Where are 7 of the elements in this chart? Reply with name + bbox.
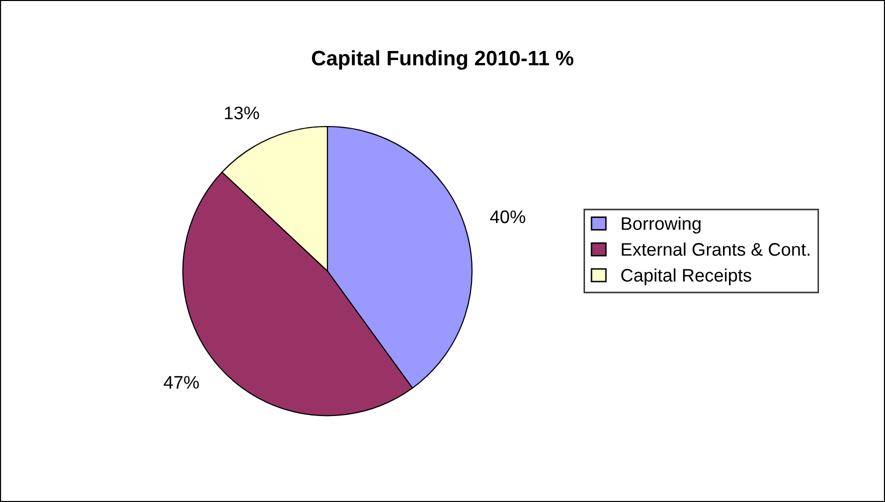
chart-title: Capital Funding 2010-11 %	[312, 50, 574, 70]
data-label: 47%	[164, 376, 199, 389]
legend-label: External Grants & Cont.	[622, 242, 810, 256]
data-label: 13%	[224, 106, 260, 120]
data-label: 40%	[490, 210, 526, 224]
legend-label: Capital Receipts	[621, 268, 752, 286]
legend-label: Borrowing	[622, 216, 701, 234]
